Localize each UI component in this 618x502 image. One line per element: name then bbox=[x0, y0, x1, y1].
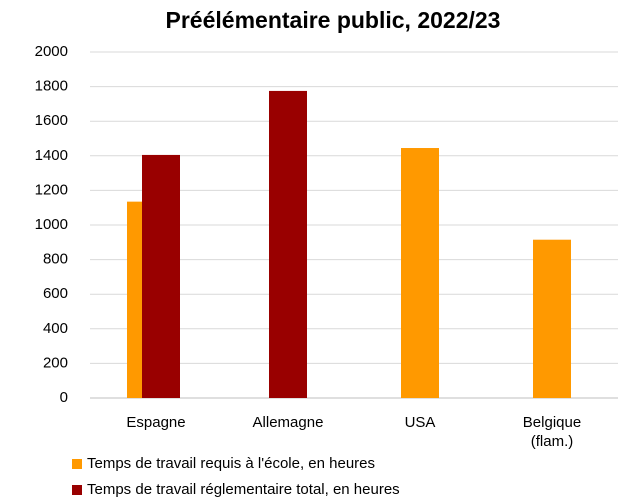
y-tick-label: 200 bbox=[43, 354, 68, 371]
y-tick-label: 600 bbox=[43, 285, 68, 302]
bar bbox=[401, 148, 439, 398]
y-tick-label: 2000 bbox=[35, 43, 68, 60]
y-tick-label: 800 bbox=[43, 251, 68, 268]
y-tick-label: 1800 bbox=[35, 78, 68, 95]
y-tick-label: 0 bbox=[60, 389, 68, 406]
legend-swatch bbox=[72, 485, 82, 495]
x-tick-label: Espagne bbox=[126, 414, 186, 431]
bar bbox=[533, 239, 571, 398]
y-tick-label: 400 bbox=[43, 320, 68, 337]
y-tick-label: 1400 bbox=[35, 147, 68, 164]
x-tick-label: Allemagne bbox=[252, 414, 324, 431]
bar bbox=[269, 90, 307, 399]
x-tick-label: USA bbox=[404, 414, 436, 431]
y-tick-label: 1000 bbox=[35, 216, 68, 233]
chart-title: Préélémentaire public, 2022/23 bbox=[166, 7, 501, 33]
y-tick-label: 1600 bbox=[35, 112, 68, 129]
legend-label: Temps de travail requis à l'école, en he… bbox=[87, 455, 375, 472]
legend-swatch bbox=[72, 459, 82, 469]
bar bbox=[142, 154, 180, 398]
legend-label: Temps de travail réglementaire total, en… bbox=[87, 481, 400, 498]
y-tick-label: 1200 bbox=[35, 181, 68, 198]
x-tick-label: Belgique (flam.) bbox=[522, 414, 582, 450]
